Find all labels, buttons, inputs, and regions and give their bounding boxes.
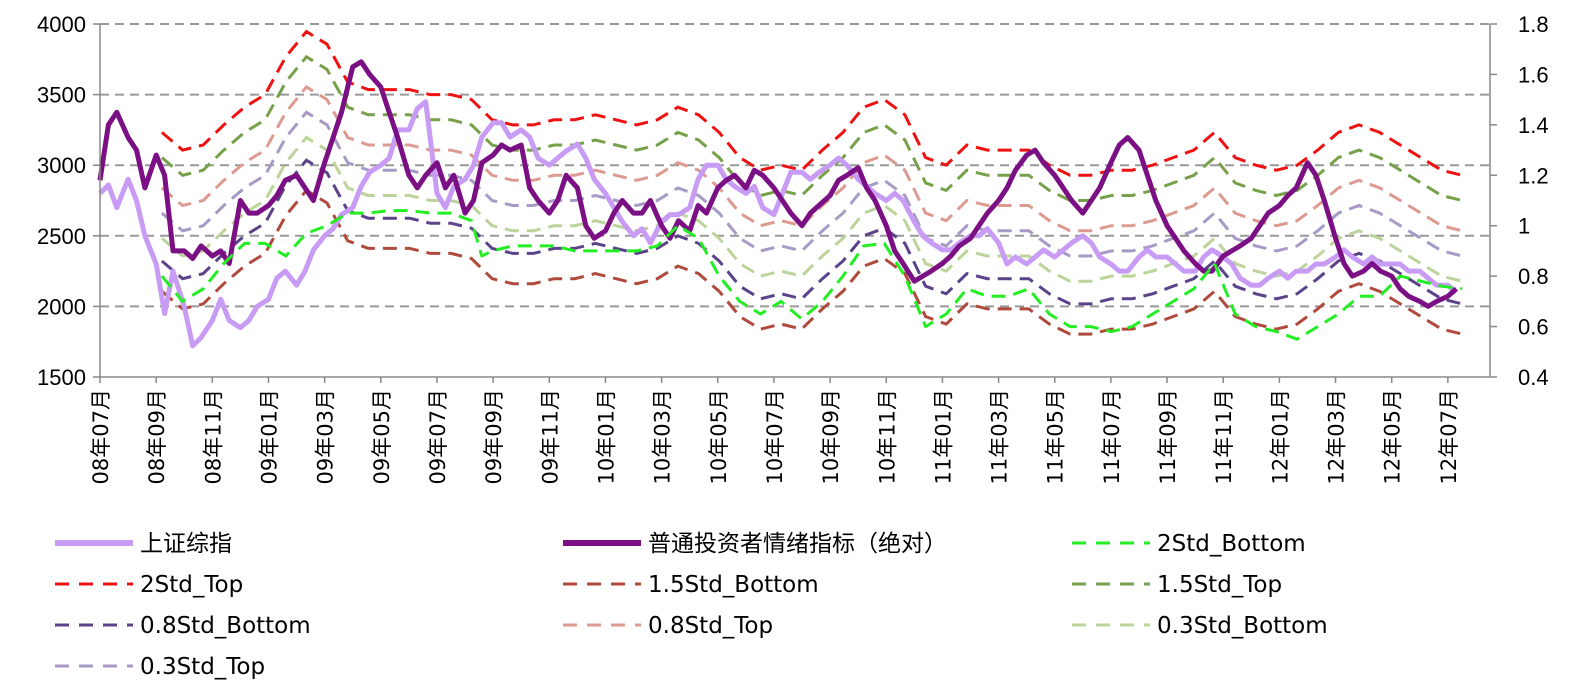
gridlines [100, 23, 1490, 308]
right-tick-label: 1.2 [1518, 163, 1549, 188]
series-1.5Std_Bottom [160, 188, 1463, 336]
series-0.8Std_Top [160, 85, 1463, 233]
right-tick-label: 1.6 [1518, 62, 1549, 87]
right-tick-label: 0.4 [1518, 365, 1549, 390]
left-tick-label: 2000 [37, 294, 86, 319]
legend-entry: 0.8Std_Bottom [55, 613, 311, 639]
left-tick-label: 1500 [37, 365, 86, 390]
x-tick-label: 11年09月 [1156, 389, 1180, 484]
left-tick-label: 3000 [37, 153, 86, 178]
x-tick-label: 12年03月 [1325, 389, 1349, 484]
legend: 上证综指 普通投资者情绪指标（绝对） 2Std_Bottom 2Std_Top 1.5S… [55, 531, 1328, 680]
series-上证综指 [98, 99, 1458, 349]
x-tick-label: 11年11月 [1212, 389, 1236, 484]
legend-entry: 1.5Std_Top [1072, 572, 1282, 598]
legend-label: 0.8Std_Bottom [140, 613, 311, 639]
x-tick-label: 12年01月 [1268, 389, 1292, 484]
legend-entry: 上证综指 [55, 531, 232, 557]
series-2Std_Top [160, 29, 1463, 177]
left-tick-label: 3500 [37, 83, 86, 108]
x-tick-label: 10年05月 [707, 389, 731, 484]
legend-entry: 0.3Std_Top [55, 654, 265, 680]
right-tick-label: 1 [1518, 214, 1530, 239]
right-tick-label: 1.8 [1518, 12, 1549, 37]
legend-entry: 普通投资者情绪指标（绝对） [563, 531, 947, 557]
x-tick-label: 11年05月 [1044, 389, 1068, 484]
series-0.8Std_Bottom [160, 158, 1463, 306]
right-tick-label: 1.4 [1518, 113, 1549, 138]
legend-entry: 2Std_Top [55, 572, 243, 598]
x-tick-label: 12年07月 [1437, 389, 1461, 484]
legend-label: 上证综指 [140, 531, 232, 557]
x-tick-label: 09年01月 [257, 389, 281, 484]
legend-label: 普通投资者情绪指标（绝对） [648, 531, 947, 557]
right-tick-label: 0.8 [1518, 264, 1549, 289]
legend-label: 0.3Std_Top [140, 654, 265, 680]
x-tick-label: 09年09月 [482, 389, 506, 484]
x-tick-label: 08年07月 [89, 389, 113, 484]
x-tick-label: 10年03月 [651, 389, 675, 484]
x-tick-label: 11年01月 [931, 389, 955, 484]
legend-entry: 1.5Std_Bottom [563, 572, 819, 598]
axes: 1500 2000 2500 3000 3500 4000 0.4 0.6 0.8 1 1.2 1.4… [37, 12, 1549, 484]
x-tick-label: 11年03月 [988, 389, 1012, 484]
x-tick-label: 10年11月 [875, 389, 899, 484]
series-2Std_Bottom [160, 209, 1463, 341]
x-tick-label: 12年05月 [1381, 389, 1405, 484]
legend-label: 1.5Std_Bottom [648, 572, 819, 598]
x-tick-label: 08年09月 [145, 389, 169, 484]
x-tick-label: 09年07月 [426, 389, 450, 484]
legend-label: 0.3Std_Bottom [1157, 613, 1328, 639]
legend-label: 0.8Std_Top [648, 613, 773, 639]
legend-entry: 2Std_Bottom [1072, 531, 1306, 557]
legend-label: 2Std_Top [140, 572, 243, 598]
x-tick-label: 10年09月 [819, 389, 843, 484]
x-tick-label: 10年01月 [594, 389, 618, 484]
x-tick-label: 10年07月 [763, 389, 787, 484]
legend-entry: 0.8Std_Top [563, 613, 773, 639]
x-tick-label: 09年11月 [538, 389, 562, 484]
series-0.3Std_Bottom [160, 135, 1463, 283]
left-tick-label: 4000 [37, 12, 86, 37]
x-tick-label: 08年11月 [201, 389, 225, 484]
legend-entry: 0.3Std_Bottom [1072, 613, 1328, 639]
series-layer [97, 29, 1463, 349]
legend-label: 1.5Std_Top [1157, 572, 1282, 598]
legend-label: 2Std_Bottom [1157, 531, 1306, 557]
x-tick-label: 09年03月 [314, 389, 338, 484]
left-tick-label: 2500 [37, 224, 86, 249]
x-tick-label: 11年07月 [1100, 389, 1124, 484]
right-tick-label: 0.6 [1518, 315, 1549, 340]
series-0.3Std_Top [160, 110, 1463, 258]
series-普通投资者情绪指标（绝对） [97, 59, 1458, 309]
series-1.5Std_Top [160, 54, 1463, 202]
x-tick-label: 09年05月 [370, 389, 394, 484]
